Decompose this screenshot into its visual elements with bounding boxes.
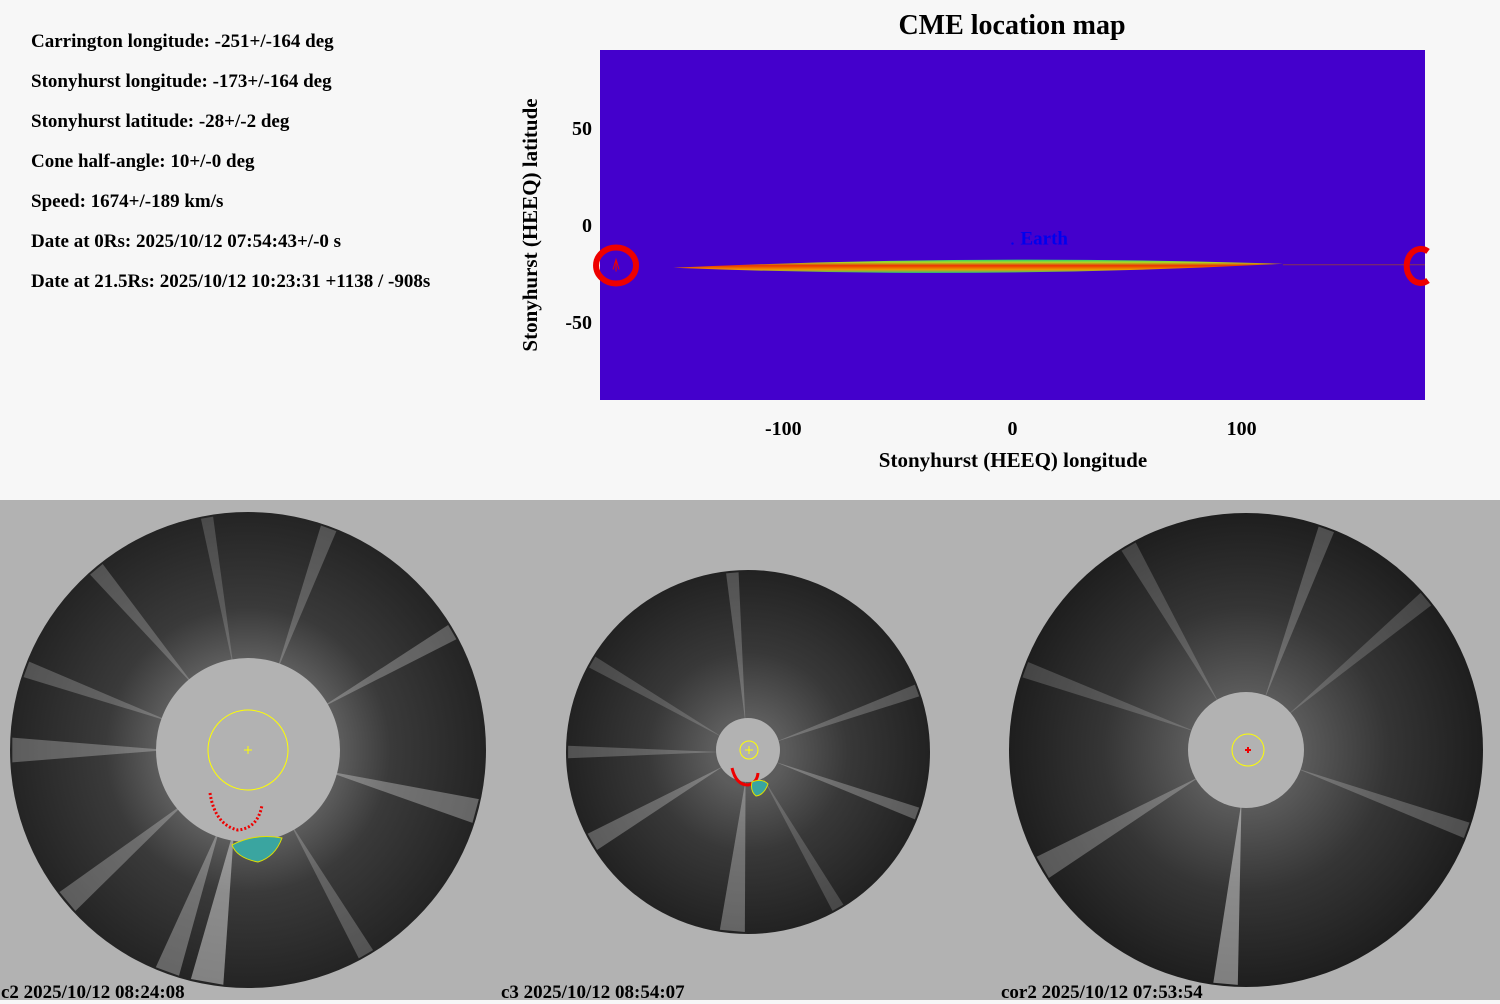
cor2-sun-circle — [1231, 733, 1265, 767]
c3-cme-front — [730, 767, 760, 787]
c2-sun-center-icon — [244, 746, 252, 754]
c2-streamers — [12, 516, 479, 985]
stonyhurst-longitude: Stonyhurst longitude: -173+/-164 deg — [31, 71, 332, 92]
x-tick-label: 100 — [1227, 418, 1257, 440]
chart-title: CME location map — [898, 10, 1125, 41]
plot-area — [600, 50, 1425, 400]
c3-sun-circle — [739, 740, 759, 760]
c3-caption: c3 2025/10/12 08:54:07 — [501, 982, 685, 1003]
c3-cme-contour — [751, 779, 769, 797]
cme-band — [673, 259, 1283, 273]
cme-marker-right — [1403, 245, 1430, 286]
x-tick-label: -100 — [765, 418, 802, 440]
top-section: Carrington longitude: -251+/-164 deg Sto… — [0, 0, 1500, 500]
y-tick-label: 0 — [582, 215, 592, 237]
cme-location-map: CME location map -100 0 100 50 0 -50 Earth St… — [518, 10, 1430, 472]
date-at-21rs: Date at 21.5Rs: 2025/10/12 10:23:31 +113… — [31, 271, 431, 292]
cor2-panel — [1000, 500, 1500, 1000]
c3-panel — [500, 500, 1000, 1000]
cor2-cme-marker-icon — [1245, 747, 1251, 753]
c2-panel — [0, 500, 500, 1000]
c3-streamers — [568, 572, 920, 932]
carrington-longitude: Carrington longitude: -251+/-164 deg — [31, 31, 334, 52]
earth-dot — [1011, 242, 1014, 245]
x-axis-label: Stonyhurst (HEEQ) longitude — [879, 448, 1147, 472]
c2-cme-contour — [231, 836, 283, 863]
c3-sun-center-icon — [745, 746, 753, 754]
c2-cme-front — [208, 792, 264, 832]
date-at-0rs: Date at 0Rs: 2025/10/12 07:54:43+/-0 s — [31, 231, 342, 252]
y-tick-label: 50 — [572, 118, 592, 140]
cme-marker-arrow-icon — [612, 257, 620, 272]
coronagraph-panels: c2 2025/10/12 08:24:08 c3 2025/10/12 08:… — [0, 500, 1500, 1003]
cor2-caption: cor2 2025/10/12 07:53:54 — [1001, 982, 1203, 1003]
speed: Speed: 1674+/-189 km/s — [31, 191, 224, 212]
cor2-streamers — [1022, 526, 1470, 985]
c2-caption: c2 2025/10/12 08:24:08 — [1, 982, 185, 1003]
y-tick-label: -50 — [565, 312, 592, 334]
cone-half-angle: Cone half-angle: 10+/-0 deg — [31, 151, 255, 172]
cme-marker-left — [593, 244, 640, 287]
x-tick-label: 0 — [1008, 418, 1018, 440]
y-axis-label: Stonyhurst (HEEQ) latitude — [518, 98, 542, 351]
stonyhurst-latitude: Stonyhurst latitude: -28+/-2 deg — [31, 111, 290, 132]
c2-sun-circle — [207, 709, 289, 791]
earth-label: Earth — [1021, 229, 1069, 250]
